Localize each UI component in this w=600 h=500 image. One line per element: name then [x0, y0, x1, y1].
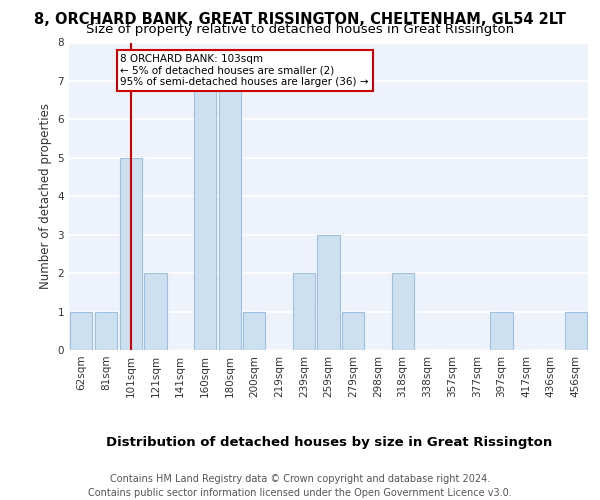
Bar: [342, 312, 364, 350]
Bar: [145, 273, 167, 350]
Text: Distribution of detached houses by size in Great Rissington: Distribution of detached houses by size …: [106, 436, 552, 449]
Bar: [243, 312, 265, 350]
Bar: [119, 158, 142, 350]
Bar: [565, 312, 587, 350]
Bar: [95, 312, 117, 350]
Bar: [392, 273, 414, 350]
Text: 8 ORCHARD BANK: 103sqm
← 5% of detached houses are smaller (2)
95% of semi-detac: 8 ORCHARD BANK: 103sqm ← 5% of detached …: [121, 54, 369, 87]
Bar: [194, 81, 216, 350]
Bar: [218, 81, 241, 350]
Text: Size of property relative to detached houses in Great Rissington: Size of property relative to detached ho…: [86, 24, 514, 36]
Y-axis label: Number of detached properties: Number of detached properties: [39, 104, 52, 289]
Bar: [490, 312, 512, 350]
Bar: [70, 312, 92, 350]
Text: 8, ORCHARD BANK, GREAT RISSINGTON, CHELTENHAM, GL54 2LT: 8, ORCHARD BANK, GREAT RISSINGTON, CHELT…: [34, 12, 566, 26]
Bar: [317, 234, 340, 350]
Text: Contains HM Land Registry data © Crown copyright and database right 2024.
Contai: Contains HM Land Registry data © Crown c…: [88, 474, 512, 498]
Bar: [293, 273, 315, 350]
